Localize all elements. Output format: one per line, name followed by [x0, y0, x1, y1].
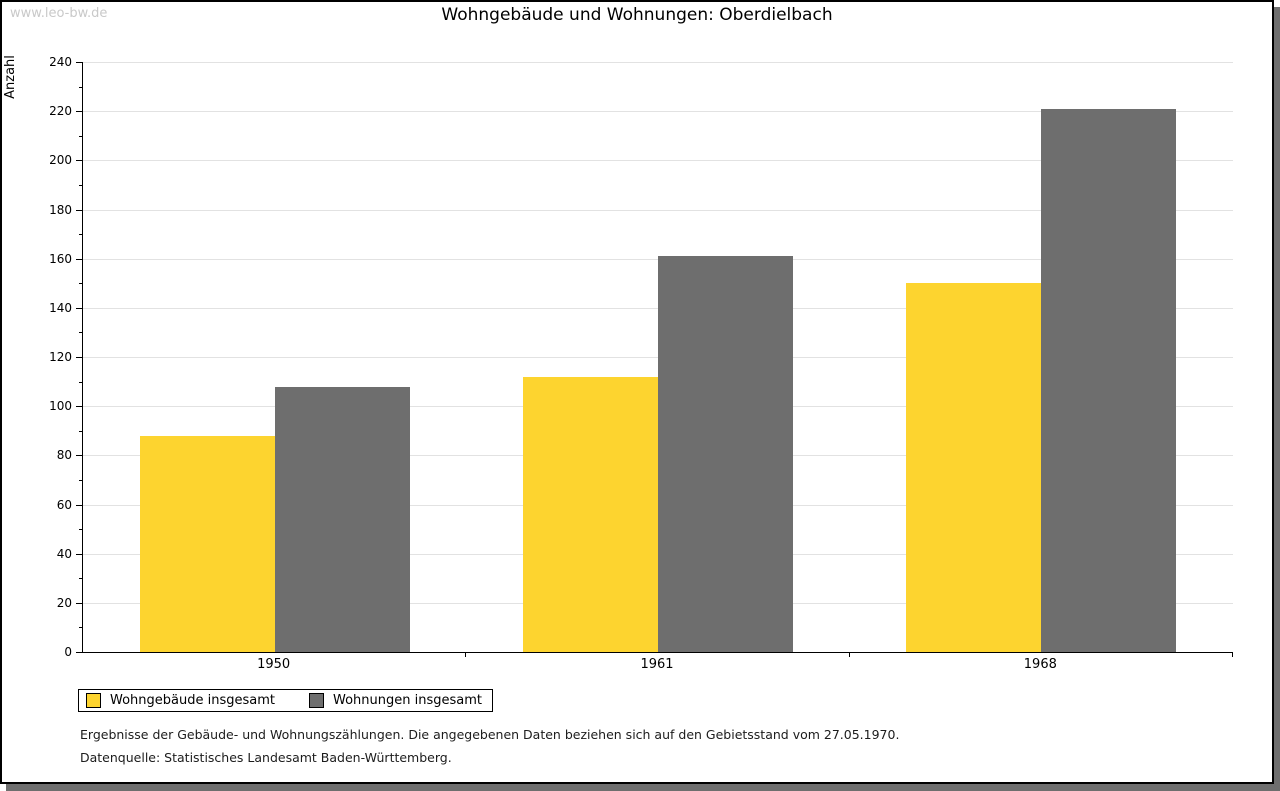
- gridline-200: [83, 160, 1233, 162]
- gridline-240: [83, 62, 1233, 63]
- y-tick-label-100: 100: [49, 399, 72, 414]
- y-tick-label-200: 200: [49, 153, 72, 168]
- y-minor-tick: [79, 234, 82, 236]
- gridline-180: [83, 209, 1233, 211]
- bar-1961-series1: [658, 256, 793, 652]
- bar-1968-series1: [1041, 108, 1177, 652]
- chart-title: Wohngebäude und Wohnungen: Oberdielbach: [441, 5, 833, 25]
- y-minor-tick: [79, 135, 82, 137]
- x-boundary-tick-1: [465, 653, 467, 657]
- y-major-tick: [76, 504, 82, 506]
- bar-1961-series0: [523, 376, 658, 652]
- legend: Wohngebäude insgesamt Wohnungen insgesamt: [78, 689, 493, 712]
- y-major-tick: [76, 602, 82, 604]
- x-category-label-1968: 1968: [1023, 657, 1057, 672]
- x-category-label-1961: 1961: [640, 657, 674, 672]
- y-major-tick: [76, 62, 82, 63]
- watermark: www.leo-bw.de: [10, 6, 108, 21]
- x-boundary-tick-2: [848, 653, 850, 657]
- y-tick-label-220: 220: [49, 104, 72, 119]
- legend-swatch-0: [86, 693, 101, 708]
- y-tick-label-160: 160: [49, 251, 72, 266]
- y-major-tick: [76, 160, 82, 162]
- gridline-220: [83, 111, 1233, 113]
- legend-label-0: Wohngebäude insgesamt: [110, 693, 275, 708]
- y-tick-label-60: 60: [56, 497, 72, 512]
- y-minor-tick: [79, 578, 82, 580]
- y-tick-label-0: 0: [64, 645, 72, 659]
- y-tick-label-240: 240: [49, 55, 72, 69]
- y-major-tick: [76, 258, 82, 260]
- y-major-tick: [76, 357, 82, 358]
- y-tick-label-40: 40: [56, 546, 72, 561]
- y-major-tick: [76, 455, 82, 457]
- y-minor-tick: [79, 479, 82, 481]
- y-tick-label-180: 180: [49, 202, 72, 217]
- y-major-tick: [76, 406, 82, 408]
- bar-1950-series0: [139, 435, 275, 652]
- legend-item-1: Wohnungen insgesamt: [309, 693, 482, 708]
- y-major-tick: [76, 307, 82, 309]
- footnote-gebietsstand: Ergebnisse der Gebäude- und Wohnungszähl…: [80, 727, 900, 742]
- y-axis-label: Anzahl: [3, 55, 18, 99]
- y-minor-tick: [79, 283, 82, 285]
- bar-1968-series0: [906, 283, 1042, 652]
- y-minor-tick: [79, 381, 82, 383]
- plot-area: [82, 62, 1233, 653]
- y-minor-tick: [79, 627, 82, 629]
- legend-item-0: Wohngebäude insgesamt: [86, 693, 275, 708]
- y-minor-tick: [79, 332, 82, 334]
- x-category-label-1950: 1950: [257, 657, 291, 672]
- y-minor-tick: [79, 430, 82, 432]
- y-minor-tick: [79, 529, 82, 531]
- y-tick-label-20: 20: [56, 595, 72, 610]
- bar-1950-series1: [274, 386, 410, 652]
- y-major-tick: [76, 209, 82, 211]
- y-major-tick: [76, 553, 82, 555]
- y-major-tick: [76, 652, 82, 653]
- y-tick-label-140: 140: [49, 300, 72, 315]
- y-tick-label-120: 120: [49, 350, 72, 364]
- y-major-tick: [76, 111, 82, 113]
- x-boundary-tick-3: [1232, 653, 1233, 657]
- y-minor-tick: [79, 184, 82, 186]
- y-tick-label-80: 80: [56, 448, 72, 463]
- legend-swatch-1: [309, 693, 324, 708]
- legend-label-1: Wohnungen insgesamt: [333, 693, 482, 708]
- y-minor-tick: [79, 86, 82, 88]
- footnote-datenquelle: Datenquelle: Statistisches Landesamt Bad…: [80, 750, 452, 765]
